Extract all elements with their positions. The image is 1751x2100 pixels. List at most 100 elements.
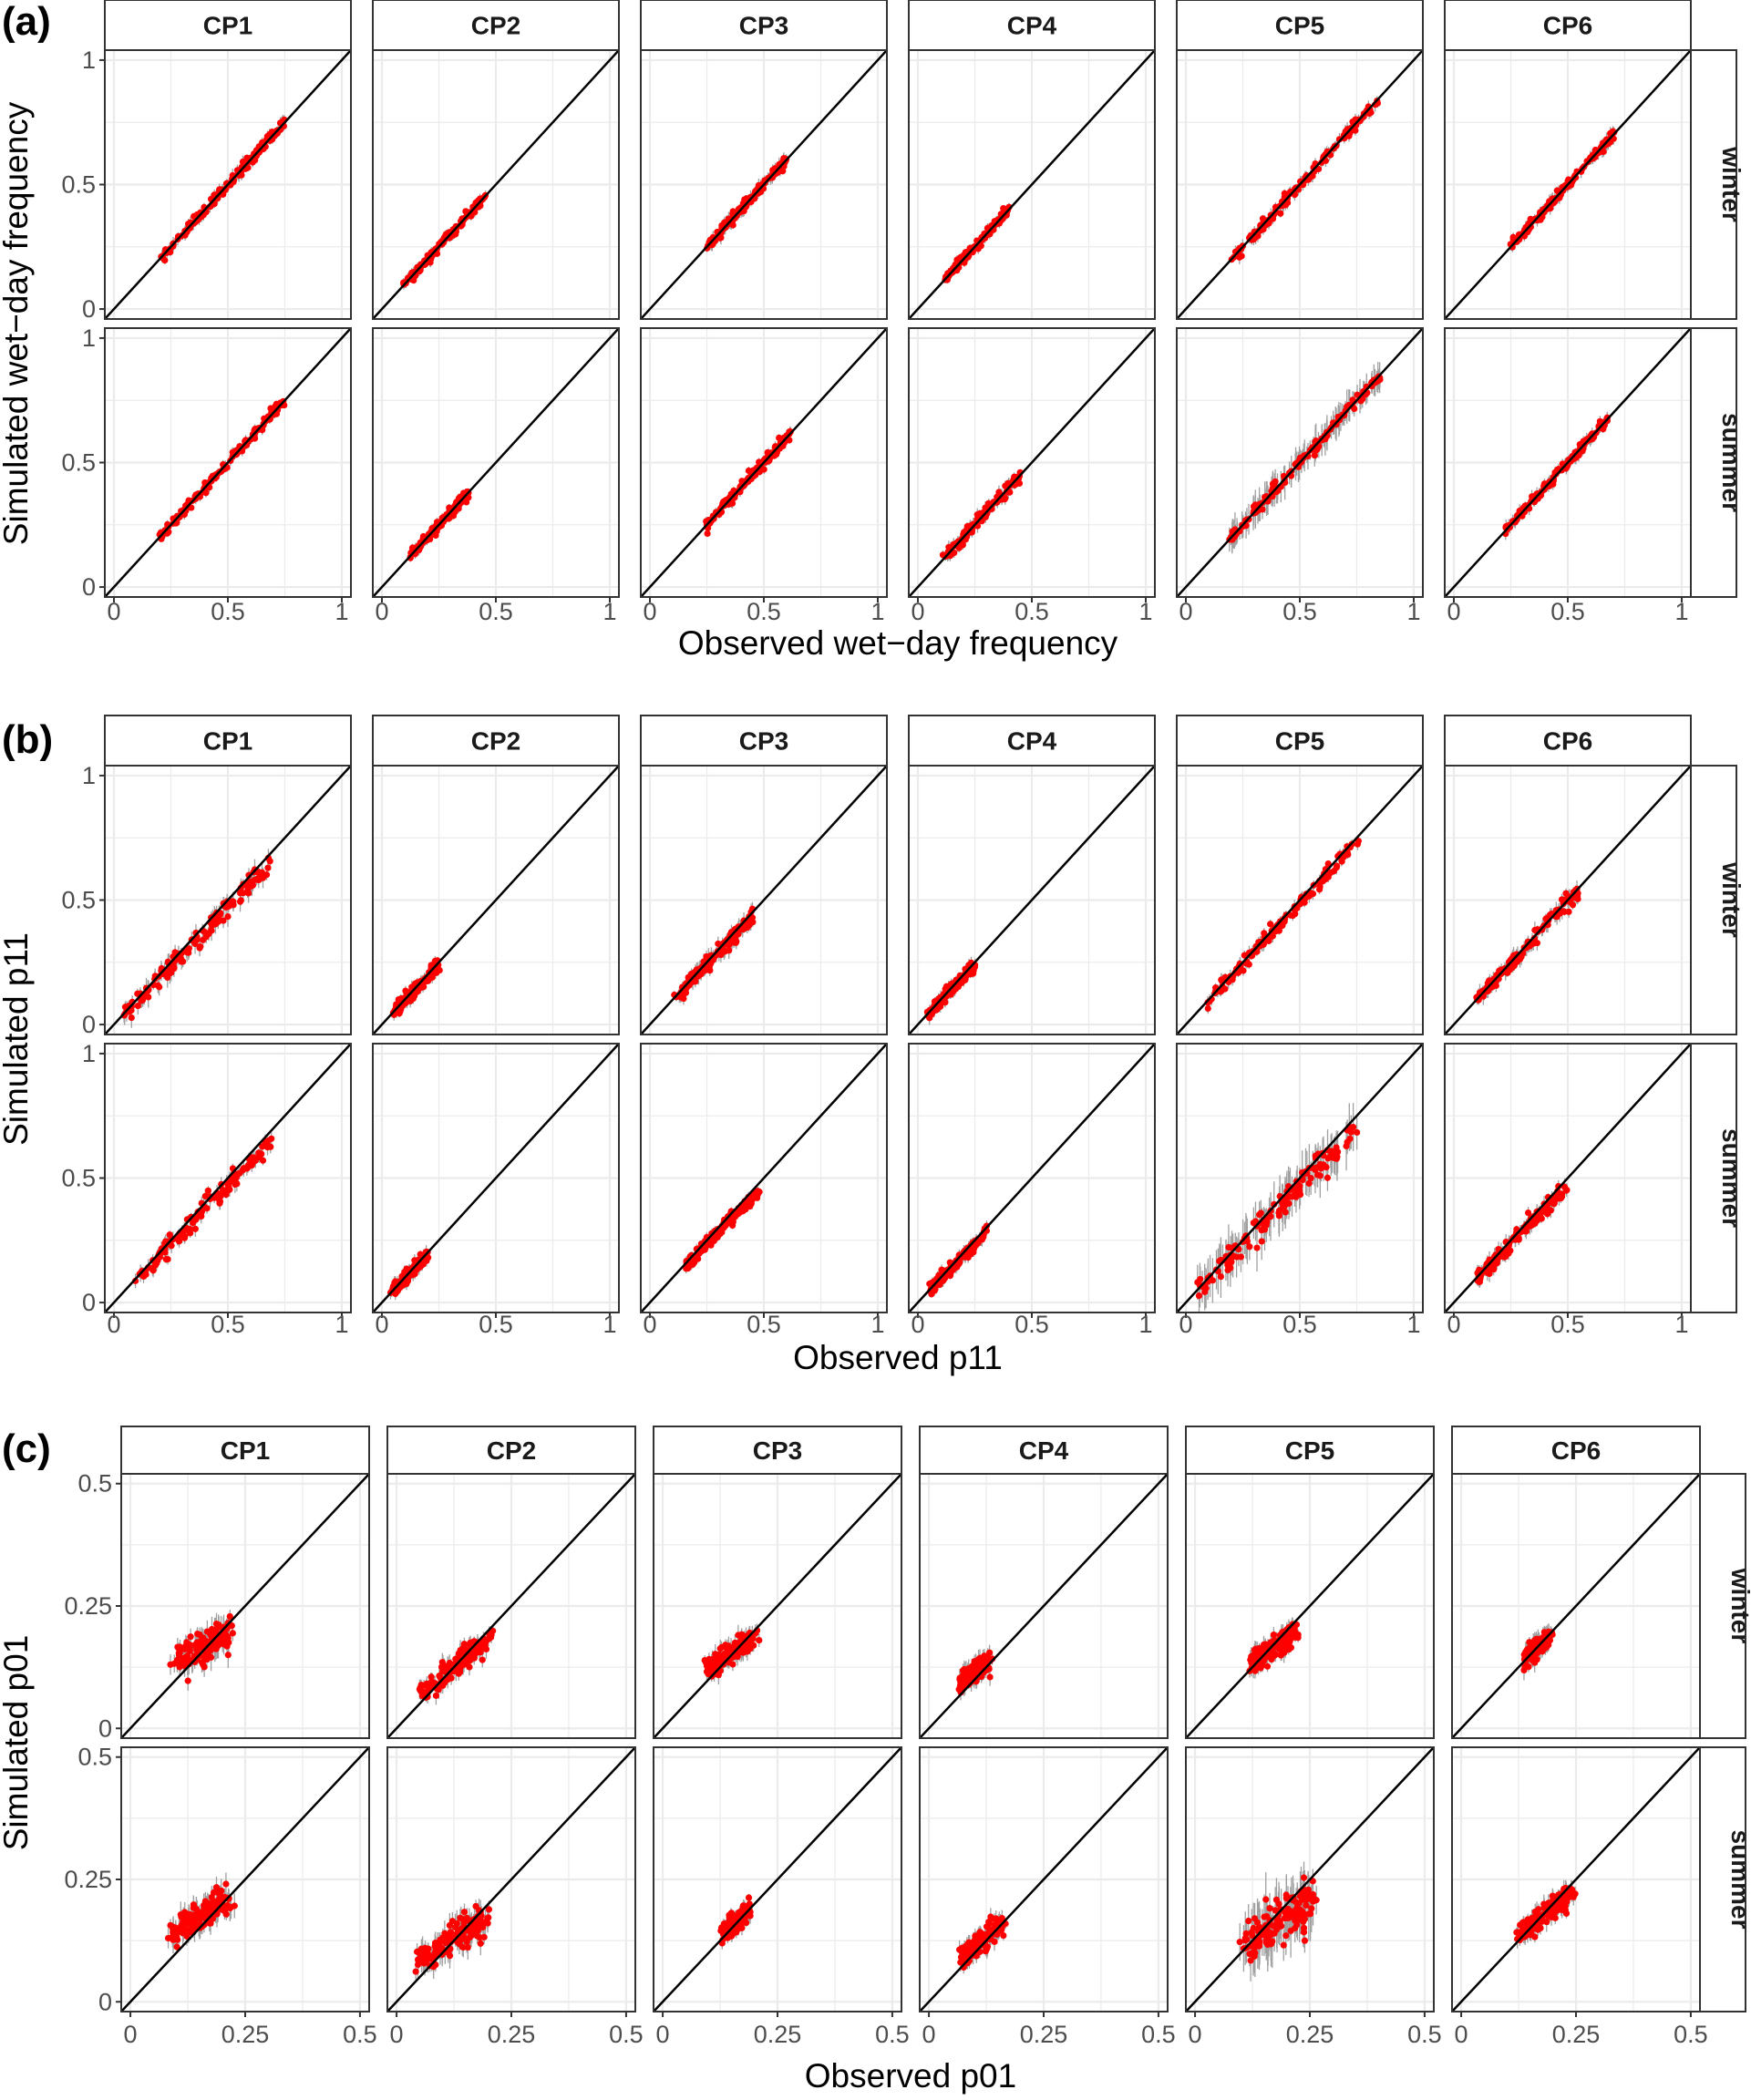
data-point — [196, 944, 203, 952]
facet-strip-top — [104, 0, 352, 51]
data-point — [134, 1002, 141, 1010]
y-tick-label: 0 — [82, 1289, 96, 1316]
facet-label: CP1 — [203, 12, 252, 40]
data-point — [187, 1230, 194, 1237]
x-tick-label: 1 — [603, 1311, 616, 1338]
facet-strip-right — [1690, 327, 1737, 598]
data-point — [229, 898, 236, 905]
one-to-one-line — [909, 50, 1155, 319]
one-to-one-line — [641, 50, 887, 319]
panel-border — [1176, 49, 1424, 320]
facet-strip-top — [1444, 0, 1692, 51]
data-point — [185, 949, 192, 956]
facet-panel — [373, 328, 619, 597]
x-tick-label: 0.5 — [211, 598, 245, 625]
data-point — [231, 1176, 239, 1184]
x-axis-title: Observed wet−day frequency — [678, 624, 1118, 662]
y-tick-label: 1 — [82, 46, 96, 74]
y-tick-label: 0.5 — [61, 449, 96, 477]
facet-panel — [373, 50, 619, 319]
data-point — [191, 1225, 199, 1232]
data-point — [246, 1159, 253, 1167]
facet-strip-top — [908, 0, 1156, 51]
facet-label: CP4 — [1007, 12, 1057, 40]
data-point — [226, 1186, 233, 1193]
data-point — [245, 890, 252, 897]
x-tick-label: 0.5 — [1550, 598, 1585, 625]
y-tick-label: 0.5 — [61, 887, 96, 914]
facet-label: CP2 — [471, 12, 520, 40]
x-tick-label: 0 — [375, 1311, 388, 1338]
y-tick-label: 0 — [82, 573, 96, 601]
data-point — [1537, 216, 1544, 223]
panel-border — [372, 49, 620, 320]
data-point — [273, 400, 280, 407]
y-tick-label: 0.5 — [61, 1165, 96, 1192]
one-to-one-line — [373, 1044, 619, 1312]
data-point — [145, 993, 152, 1001]
facet-panel — [105, 328, 351, 597]
data-point — [395, 1286, 402, 1293]
data-point — [263, 1143, 272, 1150]
y-tick-label: 1 — [82, 1040, 96, 1067]
x-tick-label: 0 — [911, 598, 924, 625]
data-point — [258, 1150, 265, 1158]
data-point — [191, 1216, 199, 1223]
data-point — [264, 864, 272, 871]
one-to-one-line — [1445, 50, 1691, 319]
data-point — [166, 1231, 173, 1239]
data-point — [201, 928, 209, 936]
x-tick-label: 1 — [335, 598, 348, 625]
facet-panel — [1177, 50, 1423, 319]
x-tick-label: 1 — [1674, 598, 1688, 625]
one-to-one-line — [1177, 50, 1423, 319]
data-point — [244, 880, 252, 887]
x-tick-label: 1 — [1406, 598, 1420, 625]
data-point — [1015, 479, 1024, 487]
facet-panel — [373, 1044, 619, 1312]
facet-panel — [105, 766, 351, 1035]
facet-label: CP3 — [739, 12, 788, 40]
data-point — [402, 1268, 409, 1275]
x-tick-label: 0 — [107, 598, 120, 625]
one-to-one-line — [105, 766, 351, 1035]
y-tick-label: 1 — [82, 324, 96, 352]
data-point — [240, 890, 247, 897]
data-point — [154, 982, 161, 989]
facet-panel — [1177, 328, 1423, 597]
facet-panel — [1445, 50, 1691, 319]
one-to-one-line — [909, 328, 1155, 597]
data-point — [1236, 253, 1243, 261]
facet-label: CP2 — [471, 727, 520, 756]
y-tick-label: 0.5 — [61, 171, 96, 199]
y-tick-label: 0 — [82, 1011, 96, 1038]
x-tick-label: 0.5 — [1282, 598, 1317, 625]
data-point — [243, 1165, 251, 1172]
data-point — [225, 902, 232, 910]
data-point — [267, 405, 274, 412]
data-point — [128, 1014, 135, 1022]
facet-strip-top — [104, 715, 352, 767]
data-point — [252, 1157, 259, 1164]
one-to-one-line — [1445, 328, 1691, 597]
data-point — [1311, 451, 1318, 459]
data-point — [139, 996, 146, 1004]
data-point — [1313, 446, 1321, 453]
facet-label: CP5 — [1275, 12, 1324, 40]
data-point — [179, 1230, 186, 1238]
x-tick-label: 0 — [375, 598, 388, 625]
x-tick-label: 0.5 — [211, 1311, 245, 1338]
data-point — [164, 1256, 171, 1263]
data-point — [175, 1238, 183, 1245]
facet-strip-top — [640, 0, 888, 51]
data-point — [764, 448, 771, 457]
data-point — [259, 1143, 266, 1150]
x-tick-label: 0.5 — [479, 598, 513, 625]
x-tick-label: 0.5 — [747, 598, 781, 625]
data-point — [236, 1169, 243, 1177]
data-point — [204, 1187, 211, 1194]
facet-panel — [909, 328, 1155, 597]
x-tick-label: 1 — [335, 1311, 348, 1338]
x-tick-label: 0.5 — [479, 1311, 513, 1338]
